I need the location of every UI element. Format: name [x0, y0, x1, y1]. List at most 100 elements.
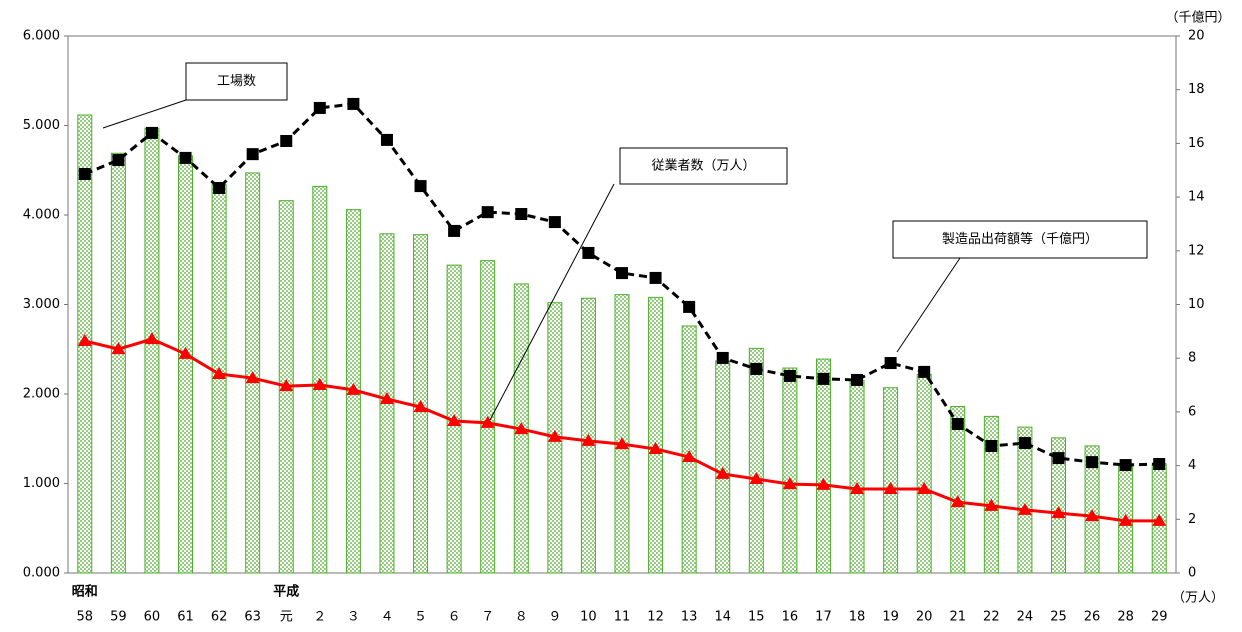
- marker: [481, 206, 494, 219]
- series-label: 工場数: [217, 74, 256, 89]
- x-tick-label: 21: [949, 610, 966, 625]
- x-tick-label: 60: [144, 610, 161, 625]
- marker: [750, 362, 763, 375]
- marker: [850, 481, 865, 494]
- marker: [984, 498, 999, 511]
- marker: [582, 246, 595, 259]
- bar: [782, 367, 798, 574]
- x-tick-label: 13: [681, 610, 698, 625]
- marker: [682, 450, 697, 463]
- annotation-box: [185, 62, 288, 101]
- x-tick-label: 26: [1084, 610, 1101, 625]
- marker: [884, 357, 897, 370]
- bar: [983, 415, 999, 574]
- marker: [112, 154, 125, 167]
- x-tick-label: 17: [815, 610, 832, 625]
- marker: [111, 342, 126, 355]
- marker: [246, 148, 259, 161]
- marker: [649, 271, 662, 284]
- marker: [715, 466, 730, 479]
- x-tick-label: ７: [481, 610, 494, 625]
- marker: [616, 267, 628, 280]
- marker: [213, 181, 226, 194]
- marker: [514, 422, 529, 435]
- marker: [1153, 457, 1166, 470]
- marker: [816, 477, 831, 490]
- x-tick-label: ２: [313, 610, 326, 625]
- marker: [380, 133, 393, 146]
- marker: [1052, 452, 1065, 465]
- y2-tick-label: 6: [1188, 404, 1196, 419]
- marker: [951, 417, 964, 430]
- y2-tick-label: 12: [1188, 243, 1205, 258]
- marker: [313, 101, 326, 114]
- marker: [212, 367, 227, 380]
- marker: [448, 224, 461, 237]
- marker: [749, 472, 764, 485]
- bar: [916, 373, 932, 574]
- marker: [145, 126, 158, 139]
- marker: [782, 477, 797, 490]
- y2-tick-label: 18: [1188, 82, 1205, 97]
- x-tick-label: 58: [77, 610, 94, 625]
- marker: [581, 433, 596, 446]
- marker: [1085, 509, 1100, 522]
- x-tick-label: 28: [1117, 610, 1134, 625]
- x-tick-label: ６: [448, 610, 461, 625]
- x-tick-label: 59: [110, 610, 127, 625]
- x-tick-label: 63: [244, 610, 261, 625]
- y-tick-label: 3.000: [23, 297, 60, 312]
- y2-unit-bottom: （万人）: [1172, 591, 1224, 606]
- marker: [883, 481, 898, 494]
- marker: [447, 414, 462, 427]
- y2-tick-label: 16: [1188, 136, 1205, 151]
- marker: [414, 180, 427, 193]
- era-label: 平成: [273, 584, 299, 600]
- x-tick-label: ５: [414, 610, 427, 625]
- bar: [648, 296, 664, 574]
- x-tick-label: 14: [714, 610, 731, 625]
- marker: [280, 134, 293, 147]
- x-tick-label: 11: [614, 610, 631, 625]
- y2-tick-label: 2: [1188, 512, 1196, 527]
- annotation-box: [619, 147, 788, 185]
- x-tick-label: 25: [1050, 610, 1067, 625]
- marker: [1018, 437, 1031, 450]
- y-tick-label: 6.000: [23, 29, 60, 44]
- era-label: 昭和: [72, 584, 98, 600]
- marker: [683, 300, 696, 313]
- series-label: 従業者数（万人）: [651, 158, 755, 174]
- y-tick-label: 5.000: [23, 118, 60, 133]
- marker: [615, 437, 629, 450]
- y2-tick-label: 4: [1188, 458, 1196, 473]
- marker: [851, 373, 864, 386]
- x-tick-label: 62: [211, 610, 228, 625]
- bar: [614, 294, 630, 574]
- marker: [480, 415, 495, 428]
- marker: [179, 151, 192, 164]
- bar: [815, 358, 831, 574]
- marker: [78, 168, 91, 181]
- y-tick-label: 2.000: [23, 387, 60, 402]
- bar: [883, 387, 899, 574]
- marker: [312, 378, 327, 391]
- marker: [1051, 506, 1066, 519]
- y2-tick-label: 14: [1188, 190, 1205, 205]
- bar: [748, 347, 764, 574]
- marker: [548, 216, 561, 229]
- x-tick-label: ９: [548, 610, 561, 625]
- marker: [77, 334, 92, 347]
- y2-tick-label: 20: [1188, 29, 1205, 44]
- marker: [783, 369, 796, 382]
- annotation-leader: [102, 99, 187, 129]
- marker: [917, 481, 932, 494]
- x-tick-label: 16: [782, 610, 799, 625]
- bar: [144, 127, 160, 574]
- x-tick-label: 29: [1151, 610, 1168, 625]
- x-tick-label: 24: [1017, 610, 1034, 625]
- x-tick-label: 18: [849, 610, 866, 625]
- marker: [918, 365, 931, 378]
- marker: [648, 441, 663, 454]
- bar: [681, 325, 697, 574]
